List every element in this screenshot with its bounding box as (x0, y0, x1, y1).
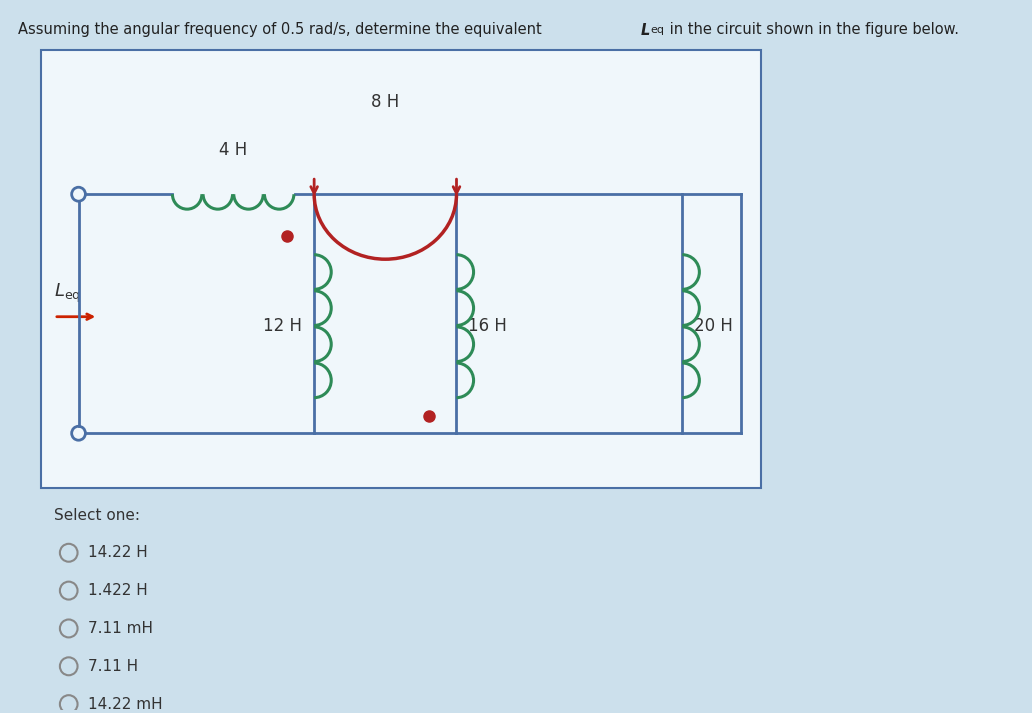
Text: Select one:: Select one: (54, 508, 140, 523)
Text: 8 H: 8 H (372, 93, 399, 111)
Text: Assuming the angular frequency of 0.5 rad/s, determine the equivalent: Assuming the angular frequency of 0.5 ra… (18, 22, 546, 37)
Text: eq: eq (651, 25, 665, 35)
Text: 12 H: 12 H (263, 317, 302, 335)
Text: 7.11 H: 7.11 H (89, 659, 138, 674)
Text: in the circuit shown in the figure below.: in the circuit shown in the figure below… (665, 22, 959, 37)
Text: $L_\mathrm{eq}$: $L_\mathrm{eq}$ (54, 282, 80, 305)
Text: 20 H: 20 H (695, 317, 733, 335)
Text: 16 H: 16 H (469, 317, 507, 335)
Bar (41, 50, 761, 488)
Text: 7.11 mH: 7.11 mH (89, 621, 154, 636)
Text: 4 H: 4 H (219, 141, 247, 159)
Text: 1.422 H: 1.422 H (89, 583, 149, 598)
Text: 14.22 mH: 14.22 mH (89, 697, 163, 712)
Text: 14.22 H: 14.22 H (89, 545, 149, 560)
Text: $\bfit{L}$: $\bfit{L}$ (640, 22, 650, 38)
